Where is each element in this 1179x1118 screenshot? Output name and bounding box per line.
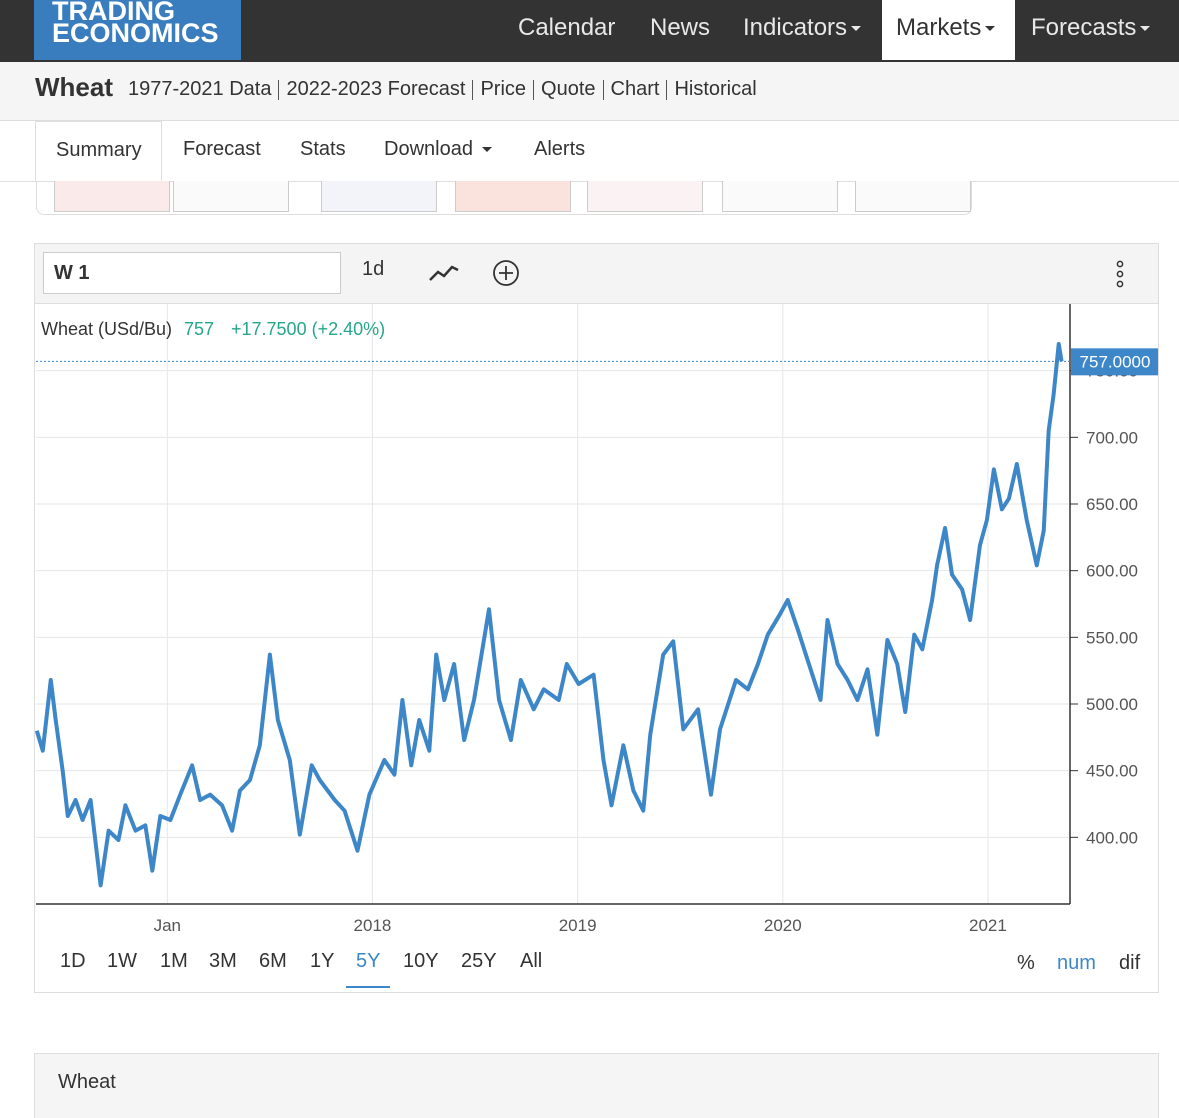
- line-style-icon[interactable]: [427, 258, 461, 288]
- y-tick-label: 400.00: [1086, 828, 1138, 847]
- mode-button[interactable]: dif: [1119, 952, 1141, 974]
- legend-change: +17.7500 (+2.40%): [231, 319, 385, 339]
- separator: [666, 79, 668, 100]
- sub-link[interactable]: Historical: [674, 78, 757, 100]
- thumbnail[interactable]: [54, 181, 170, 212]
- legend-name: Wheat (USd/Bu): [41, 319, 172, 339]
- tabs: Summary Forecast Stats Download Alerts: [0, 121, 1179, 182]
- thumbnail[interactable]: [321, 181, 437, 212]
- nav-link[interactable]: Markets: [882, 0, 1015, 60]
- sub-header: Wheat 1977-2021 Data 2022-2023 Forecast …: [0, 62, 1179, 121]
- panel-title: Wheat: [58, 1071, 116, 1093]
- icon-shape: [1116, 270, 1124, 278]
- x-tick-label: 2018: [354, 916, 392, 935]
- y-tick-label: 650.00: [1086, 495, 1138, 514]
- range-button[interactable]: 3M: [209, 950, 237, 972]
- sub-link[interactable]: Price: [480, 78, 527, 100]
- last-price-tag: [1071, 348, 1158, 376]
- nav-link[interactable]: Forecasts: [1031, 0, 1151, 60]
- y-tick-label: 550.00: [1086, 628, 1138, 647]
- thumbnail[interactable]: [855, 181, 971, 212]
- price-line: [35, 342, 1064, 888]
- icon-shape: [1116, 280, 1124, 288]
- separator: [602, 79, 604, 100]
- menu-icon[interactable]: [1113, 258, 1127, 290]
- caret: [851, 26, 862, 32]
- icon-shape: [1116, 260, 1124, 268]
- nav-link-text: Indicators: [743, 14, 848, 41]
- thumbnail[interactable]: [455, 181, 571, 212]
- caret: [985, 26, 996, 32]
- sub-links: 1977-2021 Data 2022-2023 Forecast Price …: [128, 78, 757, 101]
- nav-link[interactable]: Indicators: [743, 0, 862, 60]
- nav-link[interactable]: News: [650, 14, 711, 41]
- interval-button[interactable]: 1d: [362, 258, 385, 280]
- caret: [1140, 26, 1151, 32]
- icon-shape: [493, 260, 519, 286]
- thumbnail[interactable]: [173, 181, 289, 212]
- icon-shape: [429, 265, 459, 281]
- sub-link[interactable]: 1977-2021 Data: [128, 78, 272, 100]
- separator: [278, 79, 280, 100]
- range-button[interactable]: 5Y: [346, 950, 391, 988]
- mode-button[interactable]: num: [1057, 952, 1096, 974]
- sub-link[interactable]: 2022-2023 Forecast: [286, 78, 466, 100]
- symbol-input[interactable]: W 1: [43, 252, 341, 294]
- icon-shape: [499, 266, 513, 280]
- x-tick-label: 2019: [559, 916, 597, 935]
- thumbnail[interactable]: [587, 181, 703, 212]
- separator: [533, 79, 535, 100]
- x-tick-label: 2020: [764, 916, 802, 935]
- nav-link-text: Markets: [896, 14, 982, 41]
- tab[interactable]: Alerts: [534, 138, 586, 160]
- x-tick-label: Jan: [154, 916, 181, 935]
- range-button[interactable]: 10Y: [403, 950, 439, 972]
- nav-link[interactable]: Calendar: [518, 14, 616, 41]
- range-button[interactable]: 1M: [160, 950, 188, 972]
- tab[interactable]: Forecast: [183, 138, 261, 160]
- add-compare-icon[interactable]: [491, 258, 521, 288]
- sub-link[interactable]: Chart: [610, 78, 660, 100]
- sub-link[interactable]: Quote: [541, 78, 596, 100]
- tab-text: Download: [384, 138, 473, 160]
- nav-bar: TRADING ECONOMICS Calendar News Indicato…: [0, 0, 1179, 62]
- nav-link-text: Forecasts: [1031, 14, 1137, 41]
- range-button[interactable]: 1W: [107, 950, 137, 972]
- logo-text: TRADING: [52, 0, 175, 26]
- range-button[interactable]: 6M: [259, 950, 287, 972]
- y-tick-label: 600.00: [1086, 562, 1138, 581]
- chart-panel: [34, 243, 1159, 993]
- last-price-label: 757.0000: [1080, 352, 1151, 371]
- y-tick-label: 500.00: [1086, 695, 1138, 714]
- range-button[interactable]: All: [520, 950, 543, 972]
- y-tick-label: 700.00: [1086, 428, 1138, 447]
- thumbnail[interactable]: [722, 181, 838, 212]
- tab[interactable]: Download: [384, 121, 492, 181]
- x-tick-label: 2021: [969, 916, 1007, 935]
- logo-text: ECONOMICS: [52, 18, 219, 48]
- caret: [481, 147, 492, 153]
- range-button[interactable]: 25Y: [461, 950, 497, 972]
- tab[interactable]: Summary: [35, 121, 162, 181]
- thumbnail-strip: [36, 181, 972, 215]
- info-panel: Wheat: [34, 1053, 1159, 1118]
- separator: [472, 79, 474, 100]
- tab[interactable]: Stats: [300, 138, 346, 160]
- range-button[interactable]: 1D: [60, 950, 86, 972]
- y-tick-label: 450.00: [1086, 762, 1138, 781]
- page-title: Wheat: [35, 72, 113, 102]
- legend-price: 757: [184, 319, 214, 339]
- range-button[interactable]: 1Y: [310, 950, 335, 972]
- chart: Jan 2018 2019 2020 2021 400.00 450.00 500.00 550…: [35, 304, 1158, 935]
- mode-button[interactable]: %: [1017, 952, 1035, 974]
- logo[interactable]: TRADING ECONOMICS: [34, 0, 241, 60]
- plot-area: [36, 304, 1070, 904]
